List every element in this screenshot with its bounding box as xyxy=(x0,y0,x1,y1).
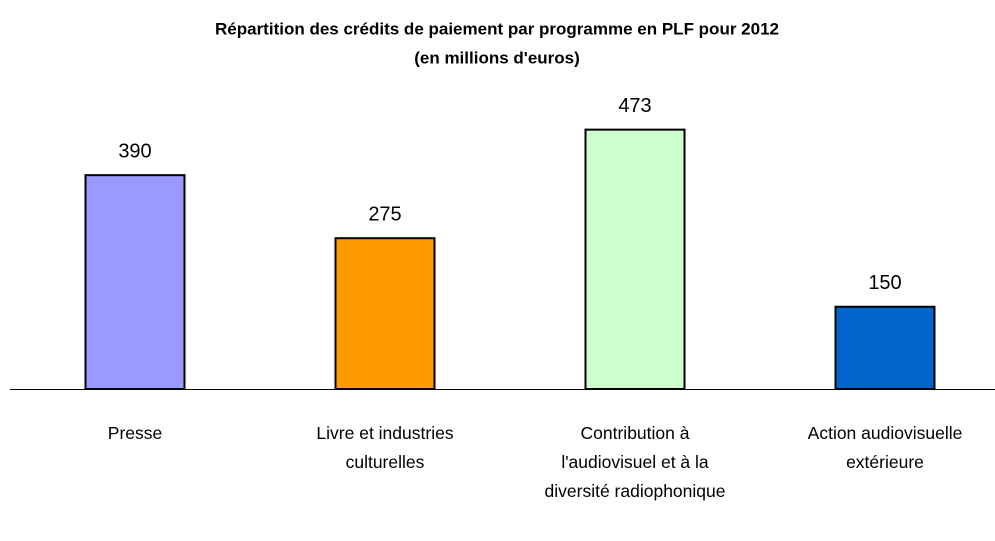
x-tick-label: Contribution à l'audiovisuel et à la div… xyxy=(544,423,726,501)
x-tick-label: Action audiovisuelle extérieure xyxy=(807,423,963,472)
bar xyxy=(834,305,936,390)
bar xyxy=(84,174,186,390)
chart-title: Répartition des crédits de paiement par … xyxy=(215,19,779,38)
chart-subtitle: (en millions d'euros) xyxy=(414,48,580,67)
value-label: 275 xyxy=(368,203,401,225)
x-tick-label: Livre et industries culturelles xyxy=(316,423,454,472)
value-label: 390 xyxy=(118,140,151,162)
bar xyxy=(584,128,686,390)
value-label: 473 xyxy=(618,95,651,117)
bar xyxy=(334,237,436,390)
x-tick-label: Presse xyxy=(107,423,163,443)
value-label: 150 xyxy=(868,272,901,294)
